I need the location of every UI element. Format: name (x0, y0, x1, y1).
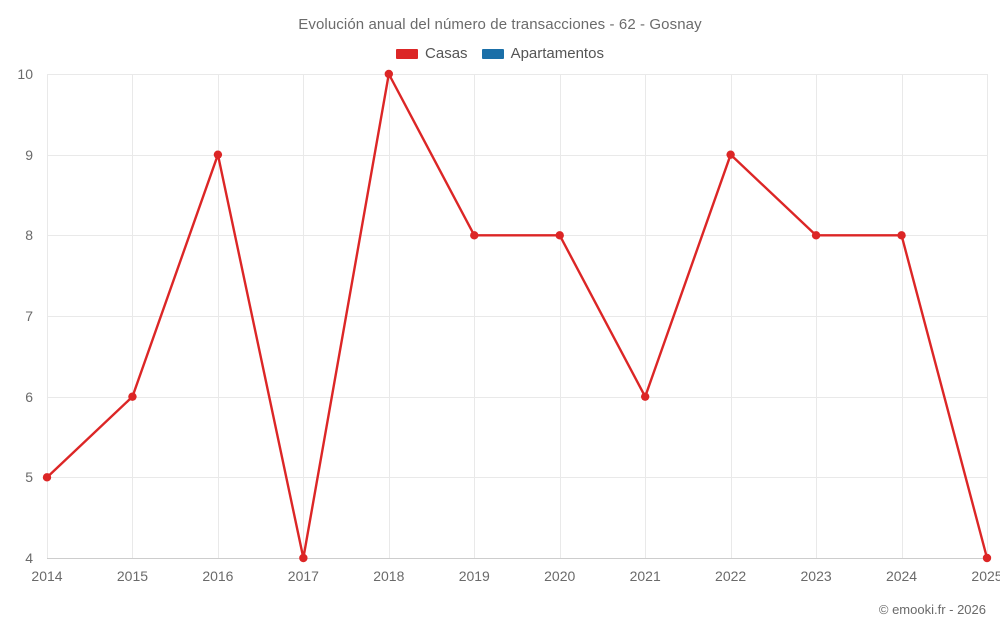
grid-line-vertical (217, 74, 219, 558)
grid-line-horizontal (47, 558, 987, 559)
legend-label: Casas (425, 45, 468, 62)
grid-line-vertical (816, 74, 818, 558)
data-point-casas[interactable] (555, 231, 564, 240)
grid-line-vertical (901, 74, 903, 558)
grid-line-vertical (559, 74, 561, 558)
x-tick-label: 2021 (629, 568, 661, 584)
data-point-casas[interactable] (42, 473, 52, 482)
y-tick-label: 7 (25, 308, 33, 324)
legend-swatch-icon (481, 48, 504, 59)
y-tick-label: 5 (25, 469, 33, 486)
y-tick-label: 8 (25, 227, 33, 244)
grid-line-horizontal (47, 316, 987, 317)
data-point-casas[interactable] (470, 231, 479, 240)
x-tick-label: 2023 (800, 568, 832, 584)
footer-credit: © emooki.fr - 2026 (878, 602, 986, 617)
plot-area: 4 5 6 7 8 9 10 2014 2015 2016 2017 2018 2019 2020 202… (17, 66, 1000, 584)
x-tick-label: 2019 (458, 568, 490, 584)
grid-line-vertical (987, 74, 988, 558)
x-tick-label: 2018 (373, 568, 405, 584)
grid-line-horizontal (47, 396, 987, 398)
grid-line-horizontal (47, 74, 987, 75)
y-tick-label: 4 (25, 550, 33, 566)
data-point-casas[interactable] (726, 150, 735, 159)
x-tick-label: 2024 (885, 568, 918, 584)
data-point-casas[interactable] (213, 150, 223, 159)
data-point-casas[interactable] (897, 231, 906, 240)
data-point-casas[interactable] (811, 231, 821, 240)
chart-legend: Casas Apartamentos (0, 45, 1000, 62)
chart-title: Evolución anual del número de transaccio… (298, 16, 702, 33)
x-tick-label: 2015 (116, 568, 149, 584)
grid-line-vertical (47, 74, 48, 558)
data-point-casas[interactable] (384, 69, 394, 79)
grid-line-vertical (474, 74, 476, 558)
grid-line-horizontal (47, 154, 987, 156)
grid-line-vertical (730, 74, 732, 558)
series-layer (42, 69, 992, 563)
y-tick-label: 10 (17, 66, 33, 82)
x-tick-label: 2014 (31, 568, 63, 584)
x-tick-label: 2017 (287, 568, 319, 584)
data-point-casas[interactable] (128, 392, 137, 401)
legend-item-casas[interactable]: Casas (396, 45, 468, 62)
grid-line-horizontal (47, 477, 987, 479)
x-tick-label: 2022 (715, 568, 747, 584)
x-tick-label: 2016 (202, 568, 234, 584)
y-tick-label: 6 (25, 388, 33, 405)
x-tick-label: 2025 (971, 568, 1000, 584)
legend-item-apartamentos[interactable]: Apartamentos (481, 45, 604, 62)
x-tick-label: 2020 (544, 568, 576, 584)
data-point-casas[interactable] (640, 392, 650, 401)
grid-line-vertical (645, 74, 647, 558)
grid-line-vertical (303, 74, 305, 558)
grid-line-vertical (132, 74, 134, 558)
data-point-casas[interactable] (982, 553, 992, 563)
series-line-casas (45, 72, 989, 560)
data-point-casas[interactable] (299, 553, 308, 563)
grid-line-vertical (388, 74, 390, 558)
legend-swatch-icon (396, 48, 419, 59)
y-tick-label: 9 (25, 146, 33, 163)
legend-label: Apartamentos (510, 45, 604, 62)
